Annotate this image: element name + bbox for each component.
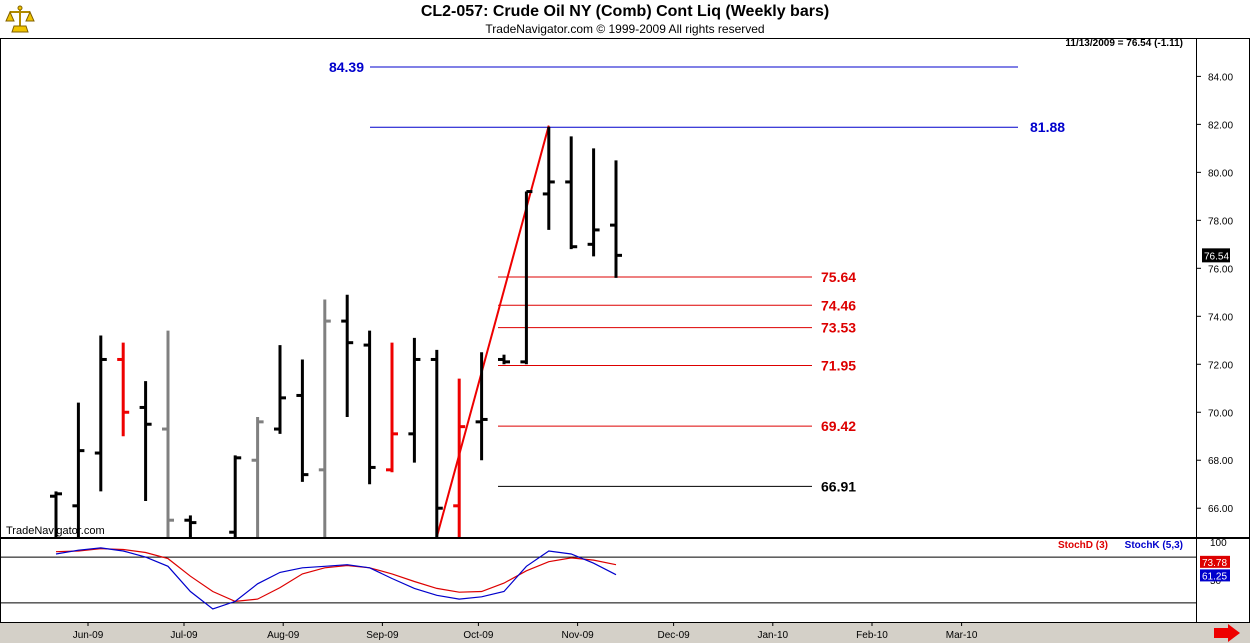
price-tick-label: 78.00 xyxy=(1208,216,1233,227)
ohlc-bar xyxy=(94,335,107,492)
ohlc-bar xyxy=(72,402,85,537)
price-tick-label: 84.00 xyxy=(1208,72,1233,83)
ohlc-bar xyxy=(408,337,421,463)
date-tick-label: Dec-09 xyxy=(657,630,690,641)
ohlc-bar xyxy=(229,455,242,537)
level-label: 73.53 xyxy=(821,320,856,336)
chart-frames xyxy=(0,38,1250,643)
stochd-value: 73.78 xyxy=(1202,558,1227,569)
price-tick-label: 68.00 xyxy=(1208,456,1233,467)
scroll-right-arrow-icon[interactable] xyxy=(1214,624,1240,642)
price-tick-label: 82.00 xyxy=(1208,120,1233,131)
price-tick-label: 66.00 xyxy=(1208,504,1233,515)
last-price-box xyxy=(1202,248,1230,263)
stoch-series-line xyxy=(55,548,617,603)
level-label: 84.39 xyxy=(329,59,364,75)
ohlc-bar xyxy=(139,381,152,502)
date-tick-label: Jun-09 xyxy=(73,630,104,641)
ohlc-bar xyxy=(296,359,309,482)
level-label: 81.88 xyxy=(1030,119,1065,135)
ohlc-bar xyxy=(363,330,376,485)
ohlc-bars xyxy=(50,126,622,537)
ohlc-bar xyxy=(453,378,466,537)
date-tick-label: Jan-10 xyxy=(758,630,789,641)
ohlc-bar xyxy=(610,160,622,278)
ohlc-bar xyxy=(251,417,264,537)
ohlc-bar xyxy=(565,136,578,250)
ohlc-bar xyxy=(50,491,62,537)
date-axis-band xyxy=(0,623,1250,643)
date-tick-label: Mar-10 xyxy=(946,630,978,641)
price-levels: 84.39 81.88 75.64 74.46 73.53 71.95 69.42 66.91 xyxy=(329,59,1065,494)
date-tick-label: Feb-10 xyxy=(856,630,888,641)
level-label: 66.91 xyxy=(821,478,856,494)
ohlc-bar xyxy=(274,345,286,434)
last-price-summary: 11/13/2009 = 76.54 (-1.11) xyxy=(1065,38,1183,49)
date-axis[interactable]: Jun-09 Jul-09 Aug-09 Sep-09 Oct-09 Nov-09 Dec-… xyxy=(73,622,978,641)
price-tick-label: 80.00 xyxy=(1208,168,1233,179)
ohlc-bar xyxy=(520,190,533,365)
stoch-panel-frame xyxy=(0,538,1250,623)
ohlc-bar xyxy=(117,342,130,437)
last-price-value: 76.54 xyxy=(1204,251,1229,262)
trend-segment xyxy=(435,125,550,537)
stochk-value-box xyxy=(1200,569,1230,582)
price-axis[interactable]: 66.00 68.00 70.00 72.00 74.00 76.00 78.00 80.00… xyxy=(1196,72,1233,515)
chart-header: CL2-057: Crude Oil NY (Comb) Cont Liq (W… xyxy=(0,0,1250,38)
ohlc-bar xyxy=(162,330,174,537)
ohlc-bar xyxy=(498,354,510,365)
trend-line xyxy=(435,125,550,537)
stoch-tick-label: 50 xyxy=(1210,576,1222,587)
date-tick-label: Sep-09 xyxy=(366,630,399,641)
stochd-value-box xyxy=(1200,555,1230,568)
price-tick-label: 76.00 xyxy=(1208,264,1233,275)
price-tick-label: 72.00 xyxy=(1208,360,1233,371)
level-label: 75.64 xyxy=(821,269,856,285)
ohlc-bar xyxy=(587,148,600,257)
stoch-series-line xyxy=(55,547,617,610)
price-tick-label: 70.00 xyxy=(1208,408,1233,419)
price-panel-frame xyxy=(0,38,1250,538)
ohlc-bar xyxy=(386,342,398,473)
ohlc-bar xyxy=(430,349,443,537)
stochk-value: 61.25 xyxy=(1202,571,1227,582)
date-tick-label: Nov-09 xyxy=(561,630,594,641)
chart-title: CL2-057: Crude Oil NY (Comb) Cont Liq (W… xyxy=(420,3,830,20)
level-label: 71.95 xyxy=(821,357,856,373)
level-label: 69.42 xyxy=(821,418,856,434)
stochastic-panel: 100 50 StochD (3) StochK (5,3) 73.78 61.25 xyxy=(1,538,1230,610)
price-tick-label: 74.00 xyxy=(1208,312,1233,323)
date-tick-label: Jul-09 xyxy=(170,630,198,641)
trade-navigator-logo-icon xyxy=(4,4,36,36)
ohlc-bar xyxy=(475,352,488,461)
chart-subtitle: TradeNavigator.com © 1999-2009 All right… xyxy=(485,22,765,36)
date-tick-label: Aug-09 xyxy=(267,630,300,641)
stochk-legend: StochK (5,3) xyxy=(1125,540,1183,551)
ohlc-bar xyxy=(542,126,555,230)
ohlc-bar xyxy=(184,515,197,537)
stoch-tick-label: 100 xyxy=(1210,538,1227,549)
date-tick-label: Oct-09 xyxy=(463,630,493,641)
watermark: TradeNavigator.com xyxy=(6,525,105,537)
ohlc-bar xyxy=(341,294,354,418)
ohlc-bar xyxy=(318,299,331,537)
level-label: 74.46 xyxy=(821,297,856,313)
stochd-legend: StochD (3) xyxy=(1058,540,1108,551)
